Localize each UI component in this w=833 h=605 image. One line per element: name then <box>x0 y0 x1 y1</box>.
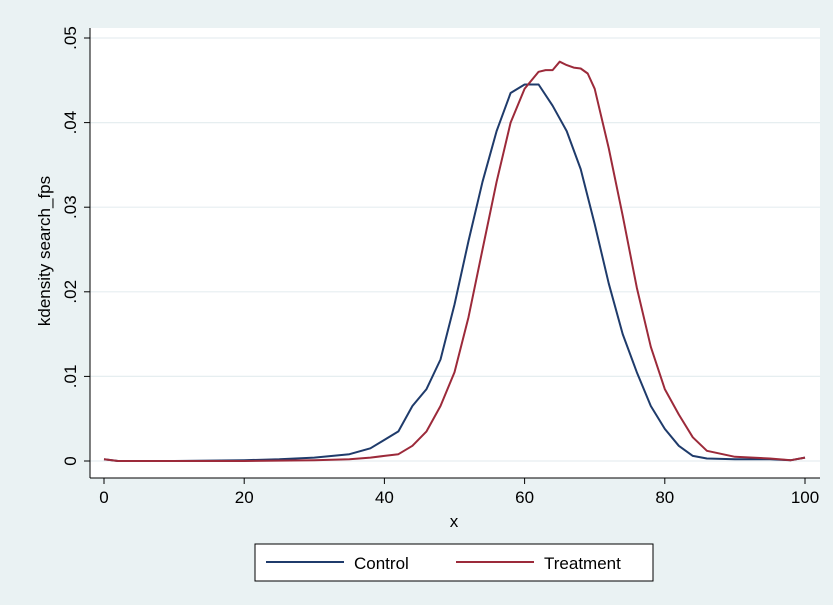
x-tick-label: 0 <box>99 488 108 507</box>
x-tick-label: 60 <box>515 488 534 507</box>
y-tick-label: .05 <box>61 26 80 50</box>
y-tick-label: .03 <box>61 195 80 219</box>
x-tick-label: 80 <box>655 488 674 507</box>
x-axis-label: x <box>450 512 459 531</box>
legend-label-control: Control <box>354 554 409 573</box>
series-line-control <box>103 83 806 462</box>
x-tick-label: 20 <box>235 488 254 507</box>
series-lines <box>103 60 806 462</box>
legend-label-treatment: Treatment <box>544 554 621 573</box>
axes: 0 .01 .02 .03 .04 .05 0 20 40 60 80 100 <box>61 26 820 507</box>
series-line-treatment <box>103 60 806 462</box>
y-axis-label: kdensity search_fps <box>35 176 54 326</box>
y-tick-label: 0 <box>61 456 80 465</box>
grid-lines <box>90 37 820 462</box>
y-tick-label: .04 <box>61 111 80 135</box>
x-tick-label: 100 <box>791 488 819 507</box>
x-tick-label: 40 <box>375 488 394 507</box>
y-tick-label: .01 <box>61 365 80 389</box>
plot-area <box>90 28 820 478</box>
legend: Control Treatment <box>254 543 654 582</box>
y-tick-label: .02 <box>61 280 80 304</box>
